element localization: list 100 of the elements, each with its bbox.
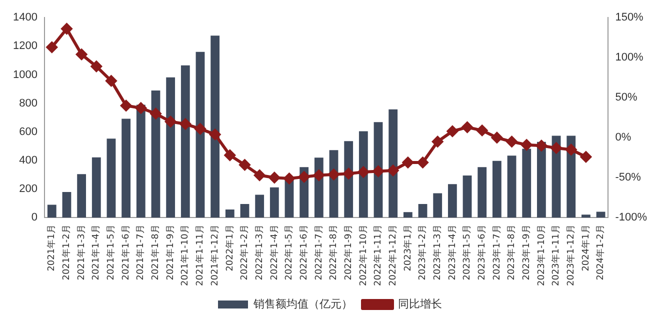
legend-label: 销售额均值（亿元）: [252, 297, 352, 310]
bar: [240, 204, 250, 218]
x-tick-label: 2022年1-9月: [342, 224, 354, 280]
x-tick-label: 2022年1-11月: [372, 224, 384, 286]
x-tick-label: 2023年1-2月: [417, 224, 428, 280]
bar: [418, 204, 428, 218]
x-tick-label: 2022年1-4月: [268, 224, 280, 280]
x-tick-label: 2023年1-5月: [462, 224, 473, 280]
bar: [566, 136, 576, 218]
bar: [210, 36, 220, 218]
bar: [196, 52, 205, 218]
point: [402, 156, 414, 168]
x-tick-label: 2022年1-10月: [358, 224, 369, 286]
y2-tick-label: -100%: [615, 212, 648, 224]
point: [284, 172, 295, 184]
y-tick-label: 1200: [12, 40, 38, 52]
point: [462, 122, 473, 133]
point: [417, 156, 428, 168]
point: [194, 123, 206, 134]
bar: [507, 156, 516, 218]
bar: [92, 157, 101, 218]
bar: [492, 160, 502, 218]
x-tick-label: 2021年1-7月: [135, 224, 146, 280]
y-tick-label: 1000: [12, 68, 38, 81]
bar: [77, 174, 86, 218]
point: [432, 136, 444, 148]
y-tick-label: 1400: [12, 12, 38, 24]
x-tick-label: 2024年1月: [580, 224, 592, 272]
x-tick-label: 2023年1-7月: [491, 224, 502, 280]
bar: [403, 212, 412, 218]
point: [491, 132, 502, 144]
y2-tick-label: 50%: [615, 92, 638, 104]
bar: [166, 77, 176, 218]
x-tick-label: 2023年1-4月: [446, 224, 458, 280]
point: [76, 48, 88, 60]
x-tick-label: 2022年1-5月: [284, 224, 295, 280]
point: [566, 144, 577, 156]
x-tick-label: 2021年1-10月: [180, 224, 191, 286]
bar: [388, 109, 398, 218]
point: [61, 23, 72, 34]
point: [90, 60, 102, 72]
bar: [62, 192, 72, 218]
bar: [433, 193, 442, 218]
bar: [478, 167, 487, 218]
point: [165, 116, 176, 128]
x-tick-label: 2021年1-5月: [106, 224, 117, 280]
x-tick-label: 2023年1-8月: [506, 224, 518, 280]
bar: [358, 131, 368, 218]
x-tick-label: 2022年1月: [224, 224, 236, 272]
x-tick-label: 2022年1-6月: [298, 224, 310, 280]
x-tick-label: 2022年1-12月: [387, 224, 398, 286]
x-tick-label: 2023年1月: [402, 224, 414, 272]
point: [550, 142, 562, 154]
bar: [536, 142, 546, 218]
y-tick-label: 0: [31, 212, 38, 224]
x-tick-label: 2021年1-6月: [120, 224, 132, 280]
point: [298, 171, 310, 182]
bar: [582, 214, 590, 218]
point: [150, 108, 162, 120]
bar: [122, 118, 131, 218]
x-tick-label: 2021年1-2月: [61, 224, 72, 280]
point: [476, 124, 488, 136]
x-tick-label: 2022年1-2月: [239, 224, 250, 280]
x-tick-label: 2021年1-9月: [164, 224, 176, 280]
point: [358, 166, 369, 178]
bar: [106, 138, 116, 218]
point: [506, 136, 518, 148]
point: [210, 128, 221, 140]
bar: [448, 184, 457, 218]
bar: [462, 176, 472, 218]
x-tick-label: 2022年1-8月: [328, 224, 340, 280]
point: [46, 42, 58, 53]
x-tick-label: 2021年1-8月: [150, 224, 162, 280]
y2-tick-label: 0%: [615, 132, 632, 144]
x-tick-label: 2023年1-6月: [476, 224, 488, 280]
y2-tick-label: 150%: [615, 12, 644, 24]
point: [268, 172, 280, 184]
point: [106, 75, 117, 86]
y-tick-label: 200: [19, 183, 38, 196]
point: [180, 118, 191, 130]
point: [343, 168, 354, 180]
x-tick-label: 2021年1-11月: [194, 224, 206, 286]
x-tick-label: 2022年1-7月: [313, 224, 324, 280]
bar: [522, 148, 532, 218]
y-tick-label: 600: [19, 126, 38, 138]
point: [254, 170, 266, 181]
point: [328, 168, 340, 180]
x-tick-label: 2023年1-10月: [536, 224, 547, 286]
point: [135, 102, 146, 114]
x-tick-label: 2022年1-3月: [254, 224, 265, 280]
point: [521, 139, 532, 150]
y2-tick-label: -50%: [615, 172, 642, 184]
y2-tick-label: 100%: [615, 52, 644, 64]
bar: [255, 194, 264, 218]
x-tick-label: 2021年1-4月: [90, 224, 102, 280]
point: [580, 151, 592, 162]
x-tick-label: 2023年1-3月: [432, 224, 443, 280]
bar: [136, 104, 146, 218]
y-tick-label: 800: [19, 97, 38, 110]
bar: [47, 204, 56, 218]
